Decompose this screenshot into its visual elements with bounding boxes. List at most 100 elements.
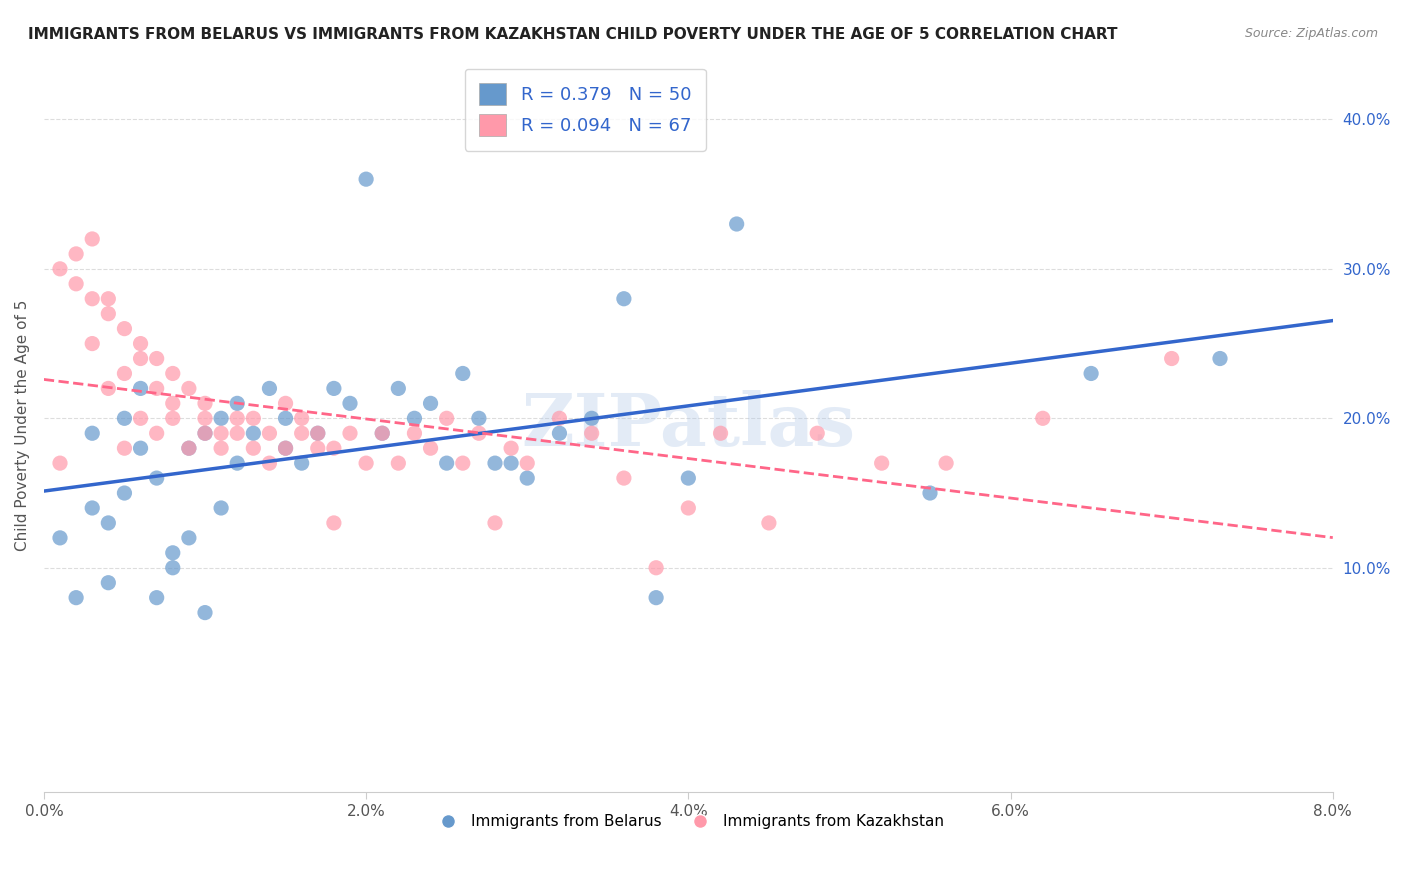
Point [291, 411, 314, 425]
Point [371, 426, 394, 441]
Point [354, 172, 377, 186]
Point [82, 500, 104, 515]
Point [177, 381, 200, 395]
Point [436, 411, 458, 425]
Point [387, 456, 409, 470]
Point [259, 381, 281, 395]
Point [194, 426, 217, 441]
Point [114, 411, 136, 425]
Point [371, 426, 394, 441]
Point [354, 456, 377, 470]
Point [501, 441, 523, 455]
Point [194, 411, 217, 425]
Point [82, 336, 104, 351]
Point [177, 441, 200, 455]
Point [162, 411, 184, 425]
Point [274, 411, 297, 425]
Legend: Immigrants from Belarus, Immigrants from Kazakhstan: Immigrants from Belarus, Immigrants from… [427, 808, 950, 836]
Point [322, 516, 344, 530]
Point [436, 456, 458, 470]
Point [387, 381, 409, 395]
Point [65, 591, 87, 605]
Point [516, 471, 538, 485]
Point [548, 411, 571, 425]
Point [339, 396, 361, 410]
Point [194, 426, 217, 441]
Point [322, 381, 344, 395]
Y-axis label: Child Poverty Under the Age of 5: Child Poverty Under the Age of 5 [15, 300, 30, 551]
Point [242, 441, 264, 455]
Point [114, 321, 136, 335]
Point [145, 471, 167, 485]
Point [162, 546, 184, 560]
Point [645, 591, 668, 605]
Point [516, 456, 538, 470]
Point [226, 456, 249, 470]
Point [274, 441, 297, 455]
Point [870, 456, 893, 470]
Point [242, 426, 264, 441]
Point [226, 396, 249, 410]
Point [709, 426, 731, 441]
Point [645, 561, 668, 575]
Point [259, 426, 281, 441]
Point [65, 247, 87, 261]
Point [758, 516, 780, 530]
Point [451, 367, 474, 381]
Point [404, 426, 426, 441]
Point [97, 381, 120, 395]
Point [82, 232, 104, 246]
Point [145, 591, 167, 605]
Point [806, 426, 828, 441]
Point [49, 261, 72, 276]
Point [581, 411, 603, 425]
Point [678, 500, 700, 515]
Point [725, 217, 748, 231]
Point [97, 307, 120, 321]
Point [194, 396, 217, 410]
Point [274, 441, 297, 455]
Text: Source: ZipAtlas.com: Source: ZipAtlas.com [1244, 27, 1378, 40]
Point [259, 456, 281, 470]
Point [918, 486, 941, 500]
Point [49, 531, 72, 545]
Point [1032, 411, 1054, 425]
Text: ZIPatlas: ZIPatlas [522, 391, 855, 461]
Point [322, 441, 344, 455]
Point [209, 441, 232, 455]
Point [194, 606, 217, 620]
Point [613, 292, 636, 306]
Point [226, 411, 249, 425]
Point [1209, 351, 1232, 366]
Point [404, 411, 426, 425]
Point [484, 516, 506, 530]
Point [129, 411, 152, 425]
Point [548, 426, 571, 441]
Point [145, 426, 167, 441]
Point [145, 381, 167, 395]
Point [935, 456, 957, 470]
Point [129, 351, 152, 366]
Point [114, 441, 136, 455]
Point [581, 426, 603, 441]
Point [451, 456, 474, 470]
Point [291, 426, 314, 441]
Point [209, 426, 232, 441]
Point [82, 292, 104, 306]
Point [1080, 367, 1102, 381]
Text: IMMIGRANTS FROM BELARUS VS IMMIGRANTS FROM KAZAKHSTAN CHILD POVERTY UNDER THE AG: IMMIGRANTS FROM BELARUS VS IMMIGRANTS FR… [28, 27, 1118, 42]
Point [65, 277, 87, 291]
Point [209, 411, 232, 425]
Point [177, 441, 200, 455]
Point [177, 531, 200, 545]
Point [129, 336, 152, 351]
Point [1160, 351, 1182, 366]
Point [82, 426, 104, 441]
Point [145, 351, 167, 366]
Point [162, 561, 184, 575]
Point [49, 456, 72, 470]
Point [339, 426, 361, 441]
Point [162, 367, 184, 381]
Point [242, 411, 264, 425]
Point [97, 516, 120, 530]
